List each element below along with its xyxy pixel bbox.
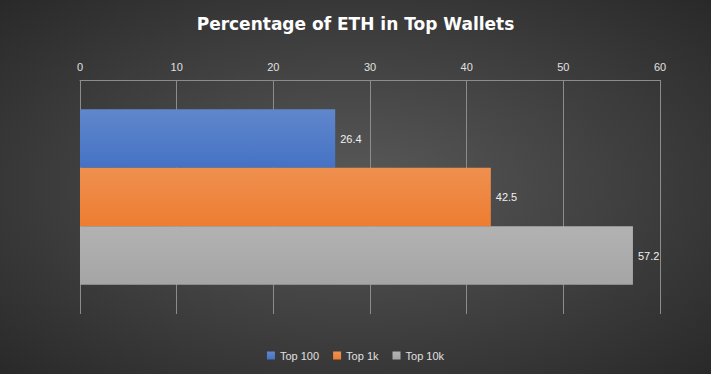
- svg-text:50: 50: [557, 61, 569, 73]
- svg-text:Top 1k: Top 1k: [346, 350, 379, 362]
- svg-text:40: 40: [461, 61, 473, 73]
- svg-text:30: 30: [364, 61, 376, 73]
- svg-text:57.2: 57.2: [638, 250, 659, 262]
- svg-text:60: 60: [654, 61, 666, 73]
- svg-text:10: 10: [171, 61, 183, 73]
- svg-text:Top 100: Top 100: [280, 350, 319, 362]
- svg-text:20: 20: [267, 61, 279, 73]
- svg-text:26.4: 26.4: [340, 133, 361, 145]
- svg-text:Percentage of ETH in Top Walle: Percentage of ETH in Top Wallets: [197, 14, 515, 34]
- svg-text:0: 0: [77, 61, 83, 73]
- svg-text:Top 10k: Top 10k: [406, 350, 445, 362]
- svg-text:42.5: 42.5: [496, 191, 517, 203]
